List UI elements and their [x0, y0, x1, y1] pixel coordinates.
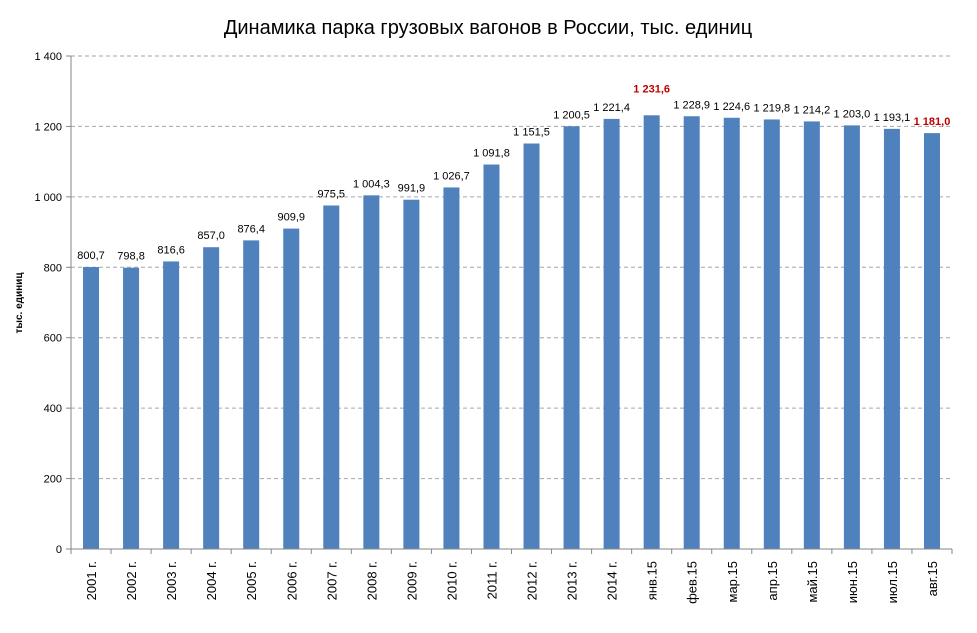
bar [323, 205, 340, 549]
x-tick-label: 2011 г. [484, 561, 499, 599]
y-tick-label: 800 [44, 262, 62, 274]
data-label: 909,9 [277, 212, 305, 224]
bar [163, 261, 180, 549]
y-tick-label: 1 200 [34, 121, 62, 133]
y-tick-label: 1 400 [34, 51, 62, 63]
x-tick-label: 2007 г. [324, 561, 339, 600]
data-label: 1 221,4 [593, 102, 630, 114]
x-tick-label: июн.15 [845, 561, 860, 603]
x-tick-label: 2003 г. [164, 561, 179, 600]
y-tick-label: 600 [44, 333, 62, 345]
bar [83, 267, 100, 549]
bar [203, 247, 220, 550]
bar [723, 117, 740, 549]
x-tick-label: 2009 г. [404, 561, 419, 600]
x-tick-label: 2006 г. [284, 561, 299, 600]
bar [363, 195, 380, 549]
data-label: 1 026,7 [433, 170, 470, 182]
x-tick-label: 2002 г. [124, 561, 139, 600]
x-tick-label: 2005 г. [244, 561, 259, 600]
x-tick-label: 2012 г. [525, 561, 540, 600]
bar [243, 240, 260, 549]
y-tick-label: 400 [44, 403, 62, 415]
bar [843, 125, 860, 550]
x-tick-label: июл.15 [885, 561, 900, 603]
x-tick-label: 2013 г. [565, 561, 580, 600]
x-tick-label: авг.15 [925, 561, 940, 596]
x-tick-label: апр.15 [765, 561, 780, 601]
data-label: 1 200,5 [553, 109, 590, 121]
bar [443, 187, 460, 549]
data-label: 975,5 [318, 188, 346, 200]
data-label: 1 193,1 [874, 112, 911, 124]
bar [883, 128, 900, 550]
bar [403, 199, 420, 549]
bar [683, 116, 700, 549]
bar [283, 228, 300, 550]
data-label: 1 181,0 [914, 116, 951, 128]
chart-title: Динамика парка грузовых вагонов в России… [224, 17, 752, 39]
data-label: 1 228,9 [673, 99, 710, 111]
y-tick-label: 200 [44, 474, 62, 486]
x-tick-label: май.15 [805, 561, 820, 603]
y-tick-label: 0 [56, 544, 62, 556]
x-tick-label: 2001 г. [84, 561, 99, 600]
bar [603, 118, 620, 550]
bar [803, 121, 820, 549]
x-tick-label: 2014 г. [605, 561, 620, 600]
data-label: 857,0 [197, 230, 225, 242]
data-label: 1 224,6 [713, 101, 750, 113]
bar [643, 115, 660, 550]
data-label: 800,7 [77, 250, 105, 262]
data-label: 1 203,0 [834, 108, 871, 120]
x-tick-label: 2008 г. [364, 561, 379, 600]
x-tick-label: 2010 г. [444, 561, 459, 600]
x-tick-label: мар.15 [725, 561, 740, 602]
data-label: 876,4 [237, 223, 265, 235]
data-label: 1 151,5 [513, 127, 550, 139]
data-label: 1 231,6 [633, 83, 670, 95]
x-tick-label: фев.15 [685, 561, 700, 604]
data-label: 1 004,3 [353, 178, 390, 190]
data-label: 991,9 [398, 183, 426, 195]
data-label: 1 219,8 [753, 102, 790, 114]
data-label: 798,8 [117, 251, 145, 263]
bar [763, 119, 780, 549]
y-tick-label: 1 000 [34, 192, 62, 204]
data-label: 1 091,8 [473, 148, 510, 160]
y-axis-label: тыс. единиц [14, 272, 25, 334]
data-label: 816,6 [157, 244, 185, 256]
x-tick-label: янв.15 [645, 561, 660, 600]
bar [563, 126, 580, 549]
data-label: 1 214,2 [793, 104, 830, 116]
bar [123, 267, 140, 549]
x-tick-label: 2004 г. [204, 561, 219, 600]
bar [923, 133, 940, 549]
bar [483, 164, 500, 549]
bar [523, 143, 540, 549]
